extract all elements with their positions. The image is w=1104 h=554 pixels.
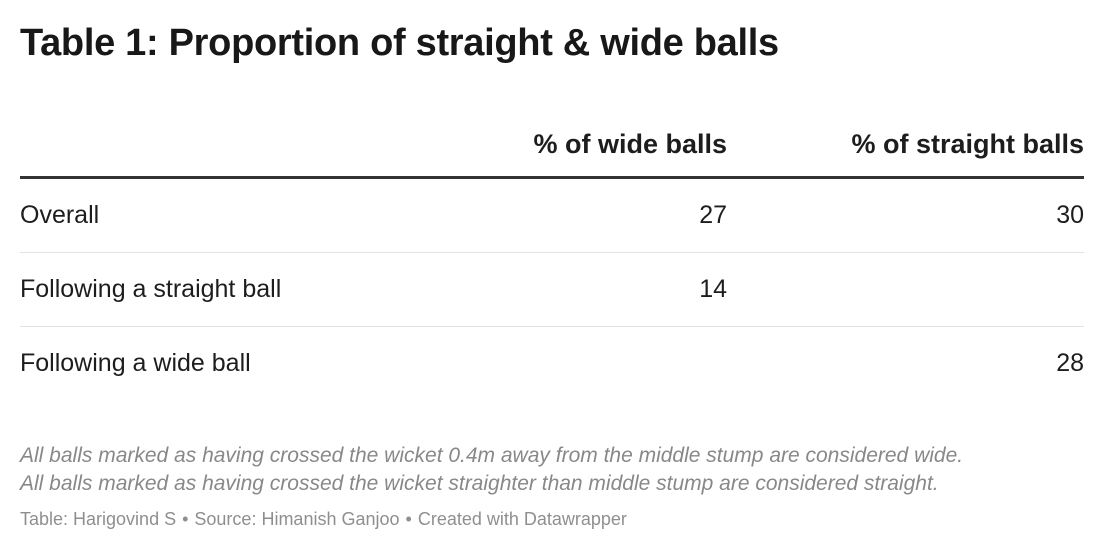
created-with-link[interactable]: Created with Datawrapper (417, 509, 627, 529)
cell-straight (727, 252, 1084, 327)
footer-separator: • (182, 509, 189, 529)
row-label: Overall (20, 177, 440, 253)
row-label: Following a wide ball (20, 349, 251, 377)
footer-credits: Table: Harigovind S • Source: Himanish Gan… (20, 509, 627, 530)
table-title: Table 1: Proportion of straight & wide b… (20, 22, 779, 64)
header-label-column (20, 112, 440, 179)
cell-wide (440, 327, 727, 401)
note-wide-definition: All balls marked as having crossed the w… (20, 444, 964, 467)
table-row: Following a wide ball 28 (20, 327, 1084, 401)
table-row: Following a straight ball 14 (20, 252, 1084, 327)
table-body: Overall 27 30 Following a straight ball … (20, 177, 1084, 401)
cell-wide: 14 (440, 252, 727, 327)
table-header: % of wide balls % of straight balls (20, 112, 1084, 179)
footer-separator: • (405, 509, 412, 529)
header-wide-balls: % of wide balls (440, 112, 727, 179)
cell-straight: 28 (1056, 349, 1084, 377)
note-straight-definition: All balls marked as having crossed the w… (20, 472, 939, 495)
header-straight-balls: % of straight balls (727, 112, 1084, 179)
source-credit: Source: Himanish Ganjoo (194, 509, 400, 529)
table-notes: All balls marked as having crossed the w… (20, 442, 963, 498)
row-label: Following a straight ball (20, 252, 440, 327)
cell-wide: 27 (440, 177, 727, 253)
data-table: % of wide balls % of straight balls Over… (20, 112, 1084, 400)
header-row: % of wide balls % of straight balls (20, 112, 1084, 179)
cell-straight: 30 (727, 177, 1084, 253)
table-row: Overall 27 30 (20, 177, 1084, 253)
table-credit: Table: Harigovind S (20, 509, 177, 529)
